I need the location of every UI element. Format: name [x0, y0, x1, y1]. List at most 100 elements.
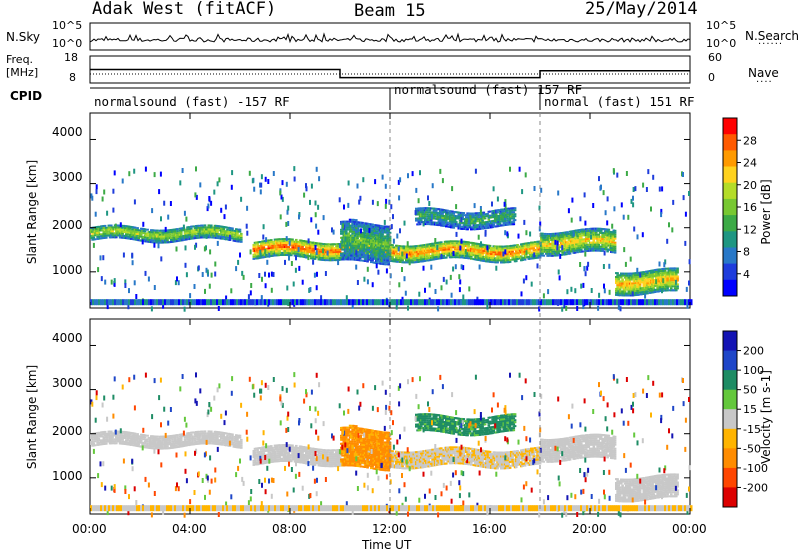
- power-cell: [615, 278, 618, 280]
- power-speckle: [642, 182, 645, 188]
- power-speckle: [310, 217, 313, 223]
- power-cell: [626, 274, 629, 277]
- power-cell: [345, 230, 348, 233]
- power-speckle: [260, 174, 263, 180]
- power-speckle: [644, 293, 647, 299]
- power-cell: [387, 261, 391, 264]
- power-cell: [351, 240, 354, 243]
- power-speckle: [538, 306, 541, 312]
- power-cell: [220, 227, 223, 230]
- power-speckle: [308, 287, 311, 293]
- power-speckle: [440, 285, 443, 291]
- power-cell: [478, 249, 482, 252]
- power-cell: [501, 245, 504, 248]
- power-cell: [632, 282, 636, 285]
- power-cell: [433, 246, 437, 249]
- power-speckle: [473, 203, 476, 209]
- power-cell: [592, 249, 596, 252]
- power-cell: [440, 247, 443, 250]
- power-speckle: [183, 210, 186, 216]
- power-speckle: [245, 223, 248, 229]
- power-cell: [420, 219, 423, 222]
- power-cell: [220, 231, 223, 234]
- power-cell: [595, 233, 598, 236]
- power-speckle: [185, 272, 188, 278]
- power-cell: [533, 251, 537, 253]
- power-cell: [110, 224, 113, 227]
- power-cell: [523, 250, 527, 253]
- power-cell: [566, 231, 569, 234]
- power-cell: [438, 243, 442, 246]
- power-speckle: [561, 245, 564, 251]
- power-cell: [351, 232, 354, 235]
- power-cell: [467, 241, 471, 244]
- power-cell: [502, 212, 506, 215]
- power-cell: [127, 231, 131, 234]
- power-cell: [361, 221, 364, 224]
- power-cell: [498, 220, 502, 223]
- power-cell: [655, 274, 658, 277]
- power-speckle: [587, 261, 590, 267]
- power-cell: [360, 233, 363, 236]
- power-cell: [612, 239, 616, 242]
- power-cell: [358, 257, 362, 260]
- power-cell: [335, 257, 338, 260]
- power-speckle: [399, 177, 402, 183]
- power-cell: [96, 233, 99, 236]
- power-speckle: [436, 245, 439, 250]
- power-cell: [543, 236, 547, 239]
- power-speckle: [346, 242, 349, 248]
- power-speckle: [398, 282, 401, 288]
- power-cell: [638, 283, 642, 286]
- power-speckle: [198, 227, 201, 233]
- power-cell: [375, 252, 378, 255]
- power-cell: [387, 229, 391, 232]
- power-cell: [125, 235, 128, 238]
- power-speckle: [356, 183, 359, 189]
- power-cell: [417, 213, 421, 216]
- power-speckle: [231, 170, 234, 176]
- power-speckle: [632, 202, 635, 208]
- power-speckle: [358, 199, 361, 205]
- power-cell: [528, 253, 532, 256]
- power-speckle: [622, 214, 625, 220]
- power-speckle: [368, 227, 371, 233]
- power-cell: [101, 229, 104, 232]
- power-speckle: [317, 229, 320, 235]
- power-cell: [550, 248, 553, 251]
- power-cell: [295, 242, 298, 245]
- power-cell: [666, 289, 669, 292]
- power-cell: [222, 228, 226, 230]
- power-speckle: [110, 279, 113, 285]
- power-cell: [490, 253, 493, 255]
- power-speckle: [175, 246, 178, 252]
- power-cell: [220, 235, 223, 238]
- power-cell: [510, 244, 513, 247]
- power-cell: [623, 288, 627, 291]
- power-speckle: [94, 211, 97, 217]
- power-cell: [110, 236, 113, 239]
- power-cell: [493, 259, 497, 262]
- power-speckle: [504, 249, 507, 255]
- power-cell: [457, 217, 461, 220]
- power-cell: [427, 211, 431, 214]
- power-cell: [513, 215, 517, 218]
- power-cell: [362, 242, 366, 244]
- power-speckle: [666, 238, 669, 244]
- power-cell: [465, 222, 468, 225]
- power-cell: [398, 249, 402, 252]
- power-cell: [387, 245, 391, 248]
- power-cell: [513, 213, 517, 216]
- power-speckle: [590, 288, 593, 293]
- power-cell: [673, 267, 677, 270]
- power-speckle: [464, 249, 467, 255]
- power-cell: [478, 255, 482, 258]
- power-cell: [481, 219, 484, 222]
- power-speckle: [264, 176, 267, 182]
- power-cell: [453, 219, 457, 221]
- power-cell: [426, 213, 429, 216]
- power-cell: [272, 242, 276, 245]
- power-cell: [492, 219, 496, 222]
- power-cell: [302, 252, 306, 254]
- power-cell: [511, 252, 514, 255]
